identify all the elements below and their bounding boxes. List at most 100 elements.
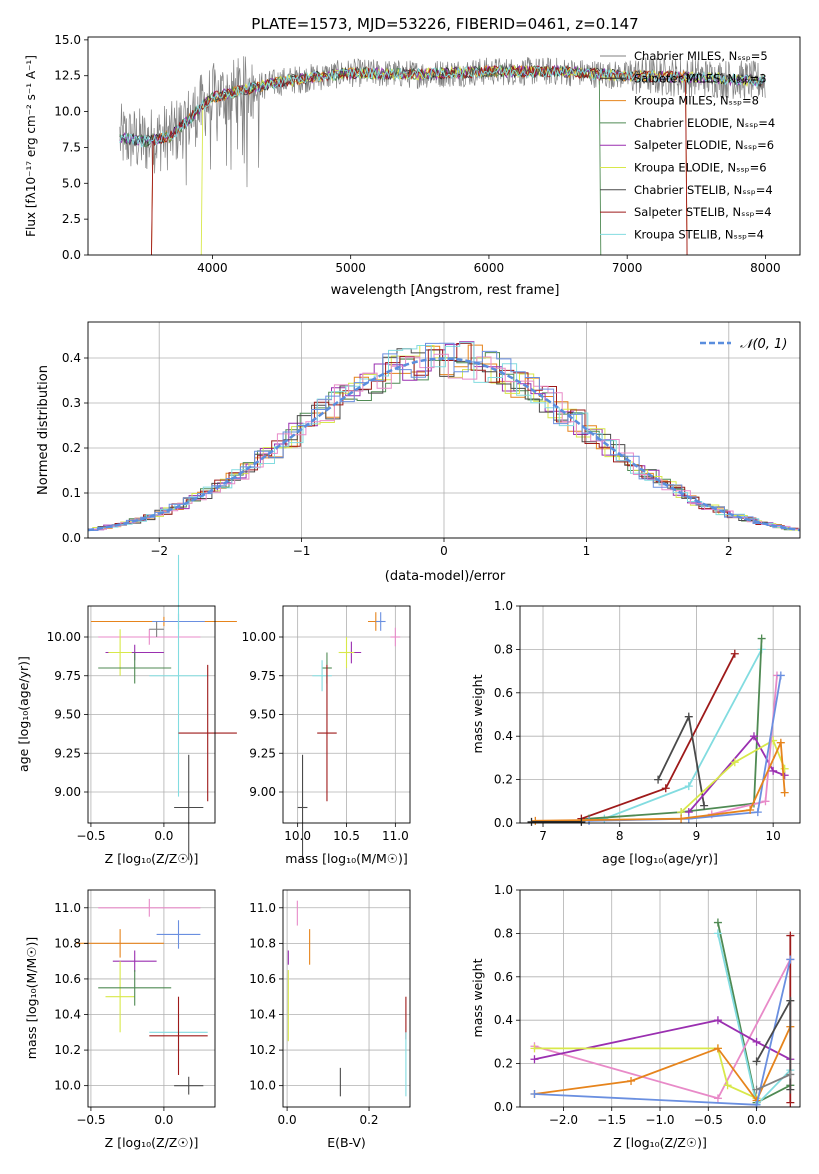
y-tick-label: 9.50 [54,708,81,722]
y-tick-label: 9.75 [54,669,81,683]
data-point-marker [654,775,663,784]
y-tick-label: 9.50 [249,708,276,722]
x-tick-label: 0 [440,544,448,558]
y-tick-label: 10.8 [249,936,276,950]
data-point-marker [752,1085,761,1094]
spectrum-x-ticks: 4000 5000 6000 7000 8000 0.0 2.5 5.0 7.5 10.0 12.5… [54,33,801,275]
y-tick-label: 0.6 [494,686,513,700]
data-point-marker [786,996,795,1005]
data-point-marker [677,814,686,823]
legend-label: Chabrier ELODIE, Nₛₛₚ=4 [634,116,775,130]
y-tick-label: 2.5 [62,212,81,226]
spectrum-title: PLATE=1573, MJD=53226, FIBERID=0461, z=0… [251,15,638,33]
y-tick-label: 9.25 [249,746,276,760]
x-tick-label: 11.0 [382,829,409,843]
histogram-series [88,342,796,531]
y-tick-label: 12.5 [54,69,81,83]
histogram-y-label: Normed distribution [36,365,51,495]
data-point-marker [761,797,770,806]
mass-weight-series-line [756,1073,791,1091]
y-tick-label: 10.6 [54,972,81,986]
data-point-marker [700,801,709,810]
data-point-marker [661,784,670,793]
y-tick-label: 10.4 [249,1008,276,1022]
age-vs-metallicity-panel: −0.5 0.0 9.00 9.25 9.50 9.75 10.00 Z [log₁₀(Z/Z… [16,554,237,866]
x-tick-label: −0.5 [76,829,105,843]
x-tick-label: 8 [616,829,624,843]
data-point-marker [730,758,739,767]
data-point-marker [730,649,739,658]
data-point-marker [713,1044,722,1053]
model-spectrum-line [151,64,688,255]
data-point-marker [786,1085,795,1094]
axes-frame [87,36,801,256]
data-point-marker [786,931,795,940]
y-tick-label: 11.0 [54,901,81,915]
histogram-legend: 𝒩(0, 1) [700,337,787,352]
mass-weight-series-line [534,1047,757,1100]
data-point-marker [531,816,540,825]
data-point-marker [752,1057,761,1066]
x-tick-label: 7000 [612,261,643,275]
x-tick-label: −2.0 [549,1113,578,1127]
y-tick-label: 15.0 [54,33,81,47]
mass-weight-series-line [680,739,786,813]
data-point-marker [786,955,795,964]
x-tick-label: −1.5 [597,1113,626,1127]
x-tick-label: 5000 [335,261,366,275]
histogram-series [88,343,799,530]
data-point-marker [684,712,693,721]
data-point-marker [786,1070,795,1079]
data-point-marker [684,782,693,791]
y-tick-label: 0.1 [62,486,81,500]
histogram-series [88,348,796,530]
y-tick-label: 10.6 [249,972,276,986]
residual-histogram-panel: −2 −1 0 1 2 0.0 0.1 0.2 0.3 0.4 (data-model)/erro… [36,321,801,584]
y-tick-label: 0.2 [494,773,513,787]
x-tick-label: 10 [766,829,781,843]
spectrum-x-label: wavelength [Angstrom, rest frame] [331,283,560,298]
y-tick-label: 0.6 [494,970,513,984]
x-axis-label: mass [log₁₀(M/M☉)] [285,851,407,866]
legend-label: Kroupa STELIB, Nₛₛₚ=4 [634,227,764,241]
mass-weight-series-line [534,1019,791,1061]
spectrum-plot-area [119,56,766,255]
x-tick-label: −1.0 [645,1113,674,1127]
data-point-marker [753,808,762,817]
histogram-x-label: (data-model)/error [385,569,506,584]
y-tick-label: 10.2 [249,1043,276,1057]
y-tick-label: 10.0 [54,105,81,119]
mass-vs-extinction-panel: 0.0 0.2 10.0 10.2 10.4 10.6 10.8 11.0 E(B-V) [249,889,411,1150]
y-axis-label: age [log₁₀(age/yr)] [16,656,31,772]
axes-frame [87,889,216,1108]
y-tick-label: 10.00 [242,630,276,644]
y-axis-label: mass [log₁₀(M/M☉)] [24,937,39,1059]
data-point-marker [527,817,536,826]
y-tick-label: 1.0 [494,599,513,613]
axes-frame [519,605,801,824]
x-tick-label: 0.2 [359,1113,378,1127]
model-spectrum-line [119,64,766,148]
data-point-marker [713,1016,722,1025]
y-tick-label: 0.0 [62,248,81,262]
x-tick-label: 10.0 [284,829,311,843]
spectrum-y-label: Flux [fλ10⁻¹⁷ erg cm⁻² s⁻¹ A⁻¹] [24,55,38,237]
legend-label: Chabrier MILES, Nₛₛₚ=5 [634,49,768,63]
mass-vs-metallicity-panel: −0.5 0.0 10.0 10.2 10.4 10.6 10.8 11.0 Z [log₁₀(… [24,889,216,1150]
y-tick-label: 0.4 [494,729,513,743]
y-tick-label: 0.0 [494,816,513,830]
y-tick-label: 0.2 [494,1057,513,1071]
x-tick-label: 1 [583,544,591,558]
legend-label: Salpeter ELODIE, Nₛₛₚ=6 [634,138,774,152]
y-tick-label: 10.4 [54,1008,81,1022]
axes-frame [282,889,411,1108]
data-point-marker [713,918,722,927]
x-tick-label: −0.5 [76,1113,105,1127]
x-axis-label: Z [log₁₀(Z/Z☉)] [613,1135,707,1150]
x-tick-label: −1 [293,544,311,558]
mass-weight-vs-metallicity-panel: −2.0 −1.5 −1.0 −0.5 0.0 0.0 0.2 0.4 0.6 0.8 1.0 Z [… [470,883,801,1150]
x-axis-label: Z [log₁₀(Z/Z☉)] [105,851,199,866]
y-tick-label: 0.4 [494,1013,513,1027]
y-tick-label: 10.00 [47,630,81,644]
